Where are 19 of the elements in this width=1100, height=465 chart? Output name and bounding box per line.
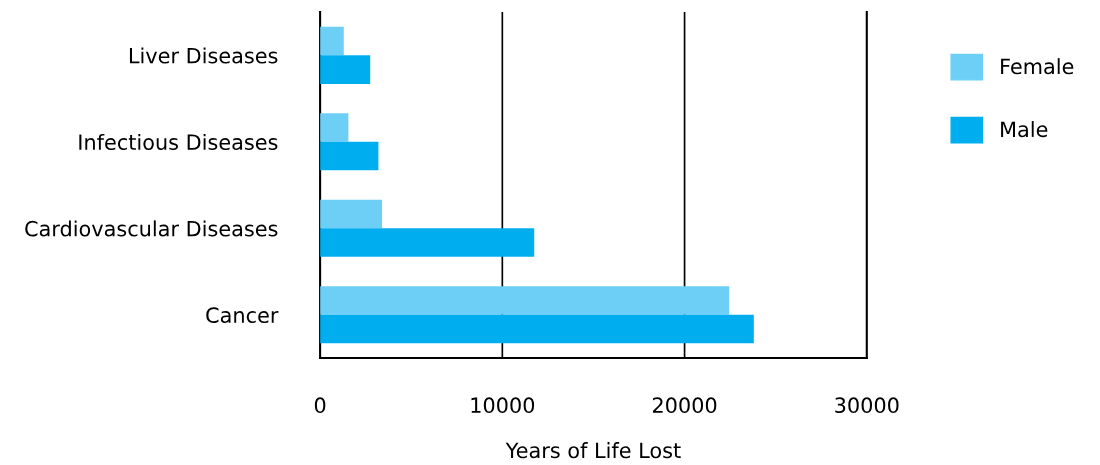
x-tick-label: 10000: [471, 397, 535, 414]
bar: [320, 228, 535, 257]
x-tick-label: 30000: [835, 397, 899, 414]
legend-label: Male: [1001, 121, 1048, 138]
bar: [320, 141, 379, 171]
x-tick-label: 0: [314, 397, 326, 414]
bar: [320, 314, 754, 344]
bar: [320, 26, 344, 56]
y-tick-label: Infectious Diseases: [79, 133, 278, 151]
bar: [320, 286, 730, 315]
bar: [320, 113, 349, 142]
bar: [320, 55, 371, 84]
bar: [320, 199, 383, 229]
y-tick-label: Cancer: [206, 307, 279, 324]
y-tick-label: Cardiovascular Diseases: [25, 220, 278, 237]
x-axis-title: Years of Life Lost: [505, 442, 681, 459]
y-tick-label: Liver Diseases: [129, 47, 278, 64]
x-tick-label: 20000: [652, 397, 717, 414]
legend-label: Female: [1001, 58, 1074, 75]
